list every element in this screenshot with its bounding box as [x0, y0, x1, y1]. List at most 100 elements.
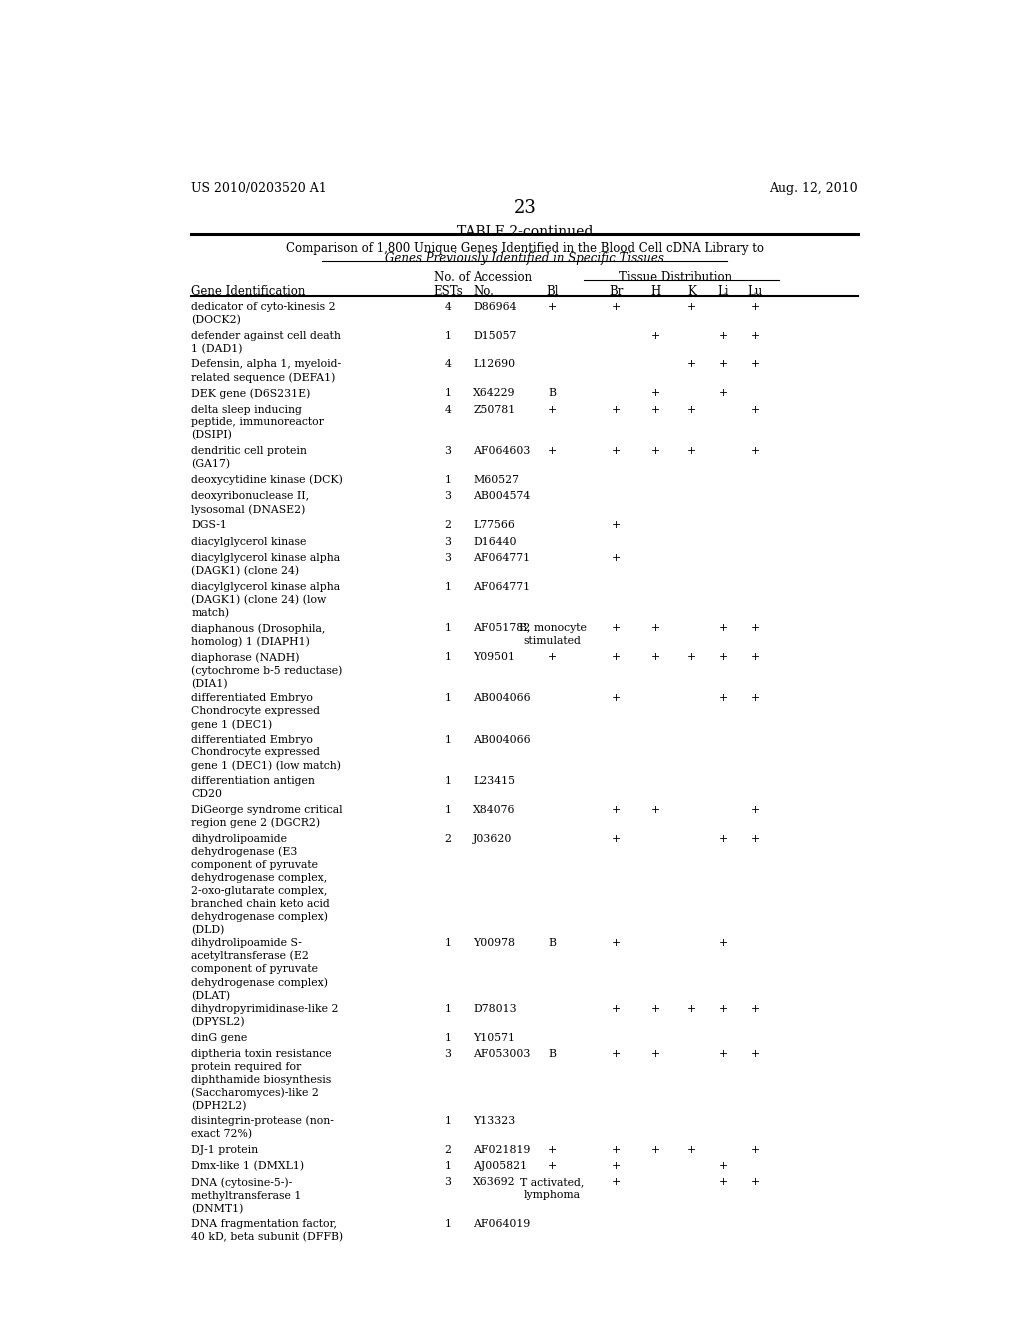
- Text: +: +: [611, 834, 621, 843]
- Text: 2: 2: [444, 1144, 452, 1155]
- Text: 1: 1: [444, 582, 452, 591]
- Text: Aug. 12, 2010: Aug. 12, 2010: [769, 182, 858, 195]
- Text: +: +: [719, 693, 728, 704]
- Text: +: +: [687, 302, 696, 312]
- Text: H: H: [650, 285, 660, 298]
- Text: dihydrolipoamide S-
acetyltransferase (E2
component of pyruvate
dehydrogenase co: dihydrolipoamide S- acetyltransferase (E…: [191, 937, 329, 1001]
- Text: Dmx-like 1 (DMXL1): Dmx-like 1 (DMXL1): [191, 1160, 304, 1171]
- Text: +: +: [611, 1144, 621, 1155]
- Text: deoxyribonuclease II,
lysosomal (DNASE2): deoxyribonuclease II, lysosomal (DNASE2): [191, 491, 309, 515]
- Text: +: +: [751, 1049, 760, 1059]
- Text: +: +: [751, 1005, 760, 1014]
- Text: X84076: X84076: [473, 805, 516, 814]
- Text: AF053003: AF053003: [473, 1049, 530, 1059]
- Text: 1: 1: [444, 776, 452, 787]
- Text: 1: 1: [444, 1005, 452, 1014]
- Text: Li: Li: [718, 285, 729, 298]
- Text: diacylglycerol kinase alpha
(DAGK1) (clone 24) (low
match): diacylglycerol kinase alpha (DAGK1) (clo…: [191, 582, 341, 618]
- Text: +: +: [651, 805, 660, 814]
- Text: D16440: D16440: [473, 536, 517, 546]
- Text: 1: 1: [444, 623, 452, 634]
- Text: 1: 1: [444, 1115, 452, 1126]
- Text: 1: 1: [444, 1034, 452, 1043]
- Text: +: +: [611, 446, 621, 455]
- Text: 23: 23: [513, 199, 537, 216]
- Text: 1: 1: [444, 937, 452, 948]
- Text: L77566: L77566: [473, 520, 515, 531]
- Text: +: +: [651, 1144, 660, 1155]
- Text: dihydropyrimidinase-like 2
(DPYSL2): dihydropyrimidinase-like 2 (DPYSL2): [191, 1005, 339, 1027]
- Text: 1: 1: [444, 1218, 452, 1229]
- Text: diacylglycerol kinase alpha
(DAGK1) (clone 24): diacylglycerol kinase alpha (DAGK1) (clo…: [191, 553, 341, 576]
- Text: +: +: [687, 652, 696, 661]
- Text: No. of: No. of: [433, 271, 470, 284]
- Text: +: +: [719, 359, 728, 370]
- Text: Z50781: Z50781: [473, 405, 515, 414]
- Text: 4: 4: [444, 302, 452, 312]
- Text: diaphorase (NADH)
(cytochrome b-5 reductase)
(DIA1): diaphorase (NADH) (cytochrome b-5 reduct…: [191, 652, 343, 689]
- Text: M60527: M60527: [473, 475, 519, 484]
- Text: 3: 3: [444, 446, 452, 455]
- Text: disintegrin-protease (non-
exact 72%): disintegrin-protease (non- exact 72%): [191, 1115, 335, 1139]
- Text: +: +: [651, 405, 660, 414]
- Text: AF051782: AF051782: [473, 623, 530, 634]
- Text: 3: 3: [444, 491, 452, 502]
- Text: +: +: [548, 1160, 557, 1171]
- Text: diacylglycerol kinase: diacylglycerol kinase: [191, 536, 307, 546]
- Text: X64229: X64229: [473, 388, 516, 399]
- Text: defender against cell death
1 (DAD1): defender against cell death 1 (DAD1): [191, 330, 341, 354]
- Text: 3: 3: [444, 1049, 452, 1059]
- Text: dedicator of cyto-kinesis 2
(DOCK2): dedicator of cyto-kinesis 2 (DOCK2): [191, 302, 336, 325]
- Text: DGS-1: DGS-1: [191, 520, 227, 531]
- Text: +: +: [751, 652, 760, 661]
- Text: differentiation antigen
CD20: differentiation antigen CD20: [191, 776, 315, 799]
- Text: +: +: [651, 446, 660, 455]
- Text: Bl: Bl: [547, 285, 559, 298]
- Text: +: +: [751, 623, 760, 634]
- Text: K: K: [687, 285, 696, 298]
- Text: +: +: [687, 1005, 696, 1014]
- Text: Accession: Accession: [473, 271, 532, 284]
- Text: +: +: [611, 805, 621, 814]
- Text: +: +: [719, 937, 728, 948]
- Text: AB004066: AB004066: [473, 693, 530, 704]
- Text: 1: 1: [444, 330, 452, 341]
- Text: differentiated Embryo
Chondrocyte expressed
gene 1 (DEC1) (low match): differentiated Embryo Chondrocyte expres…: [191, 735, 341, 771]
- Text: DEK gene (D6S231E): DEK gene (D6S231E): [191, 388, 311, 399]
- Text: +: +: [611, 1049, 621, 1059]
- Text: B: B: [549, 388, 556, 399]
- Text: delta sleep inducing
peptide, immunoreactor
(DSIPI): delta sleep inducing peptide, immunoreac…: [191, 405, 325, 441]
- Text: +: +: [751, 330, 760, 341]
- Text: +: +: [687, 405, 696, 414]
- Text: 1: 1: [444, 693, 452, 704]
- Text: +: +: [548, 652, 557, 661]
- Text: 1: 1: [444, 652, 452, 661]
- Text: DNA fragmentation factor,
40 kD, beta subunit (DFFB): DNA fragmentation factor, 40 kD, beta su…: [191, 1218, 344, 1242]
- Text: ESTs: ESTs: [433, 285, 463, 298]
- Text: US 2010/0203520 A1: US 2010/0203520 A1: [191, 182, 328, 195]
- Text: differentiated Embryo
Chondrocyte expressed
gene 1 (DEC1): differentiated Embryo Chondrocyte expres…: [191, 693, 321, 730]
- Text: +: +: [611, 937, 621, 948]
- Text: Tissue Distribution: Tissue Distribution: [620, 271, 732, 284]
- Text: 4: 4: [444, 405, 452, 414]
- Text: +: +: [651, 388, 660, 399]
- Text: DJ-1 protein: DJ-1 protein: [191, 1144, 259, 1155]
- Text: +: +: [651, 1049, 660, 1059]
- Text: +: +: [719, 623, 728, 634]
- Text: +: +: [751, 693, 760, 704]
- Text: +: +: [611, 1160, 621, 1171]
- Text: Y09501: Y09501: [473, 652, 515, 661]
- Text: dinG gene: dinG gene: [191, 1034, 248, 1043]
- Text: 4: 4: [444, 359, 452, 370]
- Text: +: +: [751, 1144, 760, 1155]
- Text: +: +: [548, 1144, 557, 1155]
- Text: +: +: [719, 834, 728, 843]
- Text: diptheria toxin resistance
protein required for
diphthamide biosynthesis
(Saccha: diptheria toxin resistance protein requi…: [191, 1049, 332, 1111]
- Text: DNA (cytosine-5-)-
methyltransferase 1
(DNMT1): DNA (cytosine-5-)- methyltransferase 1 (…: [191, 1177, 302, 1214]
- Text: +: +: [687, 359, 696, 370]
- Text: 3: 3: [444, 553, 452, 562]
- Text: +: +: [611, 405, 621, 414]
- Text: +: +: [719, 1005, 728, 1014]
- Text: +: +: [687, 1144, 696, 1155]
- Text: AF064019: AF064019: [473, 1218, 530, 1229]
